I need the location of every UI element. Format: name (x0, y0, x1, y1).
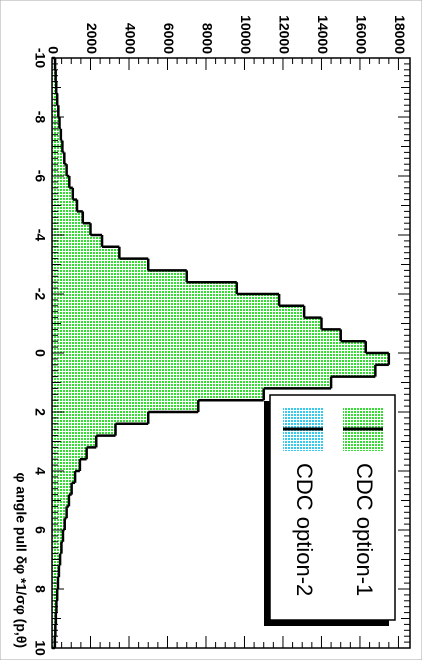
x-tick-label: -8 (32, 111, 48, 124)
x-tick-label: -2 (32, 288, 48, 301)
y-tick-label: 14000 (315, 15, 331, 54)
histogram-bar (51, 211, 83, 224)
legend-label: CDC option-2 (292, 463, 317, 596)
histogram-bar (52, 353, 389, 365)
histogram-bar (52, 423, 116, 436)
y-tick-label: 4000 (122, 23, 138, 54)
histogram-bar (51, 518, 65, 531)
y-tick-label: 2000 (84, 23, 100, 54)
x-tick-label: 6 (32, 526, 48, 534)
histogram-bar (52, 447, 87, 460)
y-tick-label: 10000 (238, 15, 254, 54)
histogram-bar (52, 388, 264, 401)
histogram-bar (52, 482, 72, 495)
histogram-bar (52, 506, 67, 519)
histogram-bar (52, 305, 305, 318)
y-tick-label: 0 (45, 46, 61, 54)
x-axis-label: φ angle pull δφ *1/σφ (p,θ) (13, 473, 29, 648)
histogram-bar (51, 329, 341, 342)
histogram-bar (52, 246, 120, 259)
histogram-bar (51, 152, 65, 165)
histogram-bar (52, 412, 149, 424)
histogram-bar (52, 435, 97, 448)
x-tick-label: 2 (32, 408, 48, 416)
x-tick-label: -6 (32, 170, 48, 183)
histogram-bar (52, 258, 149, 271)
histogram-bar (52, 341, 366, 354)
histogram-bar (51, 317, 322, 330)
y-tick-label: 12000 (276, 15, 292, 54)
legend (269, 394, 396, 621)
histogram-bar (52, 400, 199, 413)
x-tick-label: 10 (32, 640, 48, 656)
x-tick-label: 0 (32, 349, 48, 357)
legend-label: CDC option-1 (352, 463, 377, 596)
histogram-bar (52, 270, 187, 283)
x-tick-label: 4 (32, 467, 48, 475)
histogram-bar (51, 471, 76, 483)
histogram-bar (51, 459, 80, 472)
histogram-bar (52, 187, 73, 200)
x-tick-label: -10 (32, 48, 48, 68)
histogram-bar (52, 223, 91, 235)
y-tick-label: 18000 (392, 15, 408, 54)
y-tick-label: 6000 (161, 23, 177, 54)
histogram-bar (52, 199, 78, 212)
x-tick-label: -4 (32, 229, 48, 242)
histogram-bar (52, 294, 280, 306)
y-tick-label: 8000 (199, 23, 215, 54)
histogram-bar (51, 176, 70, 188)
y-tick-label: 16000 (353, 15, 369, 54)
x-tick-label: 8 (32, 585, 48, 593)
histogram-bar (52, 364, 376, 377)
histogram-bar (51, 235, 103, 247)
histogram-bar (52, 282, 237, 295)
histogram-bar (51, 376, 332, 389)
histogram-bar (52, 164, 67, 176)
